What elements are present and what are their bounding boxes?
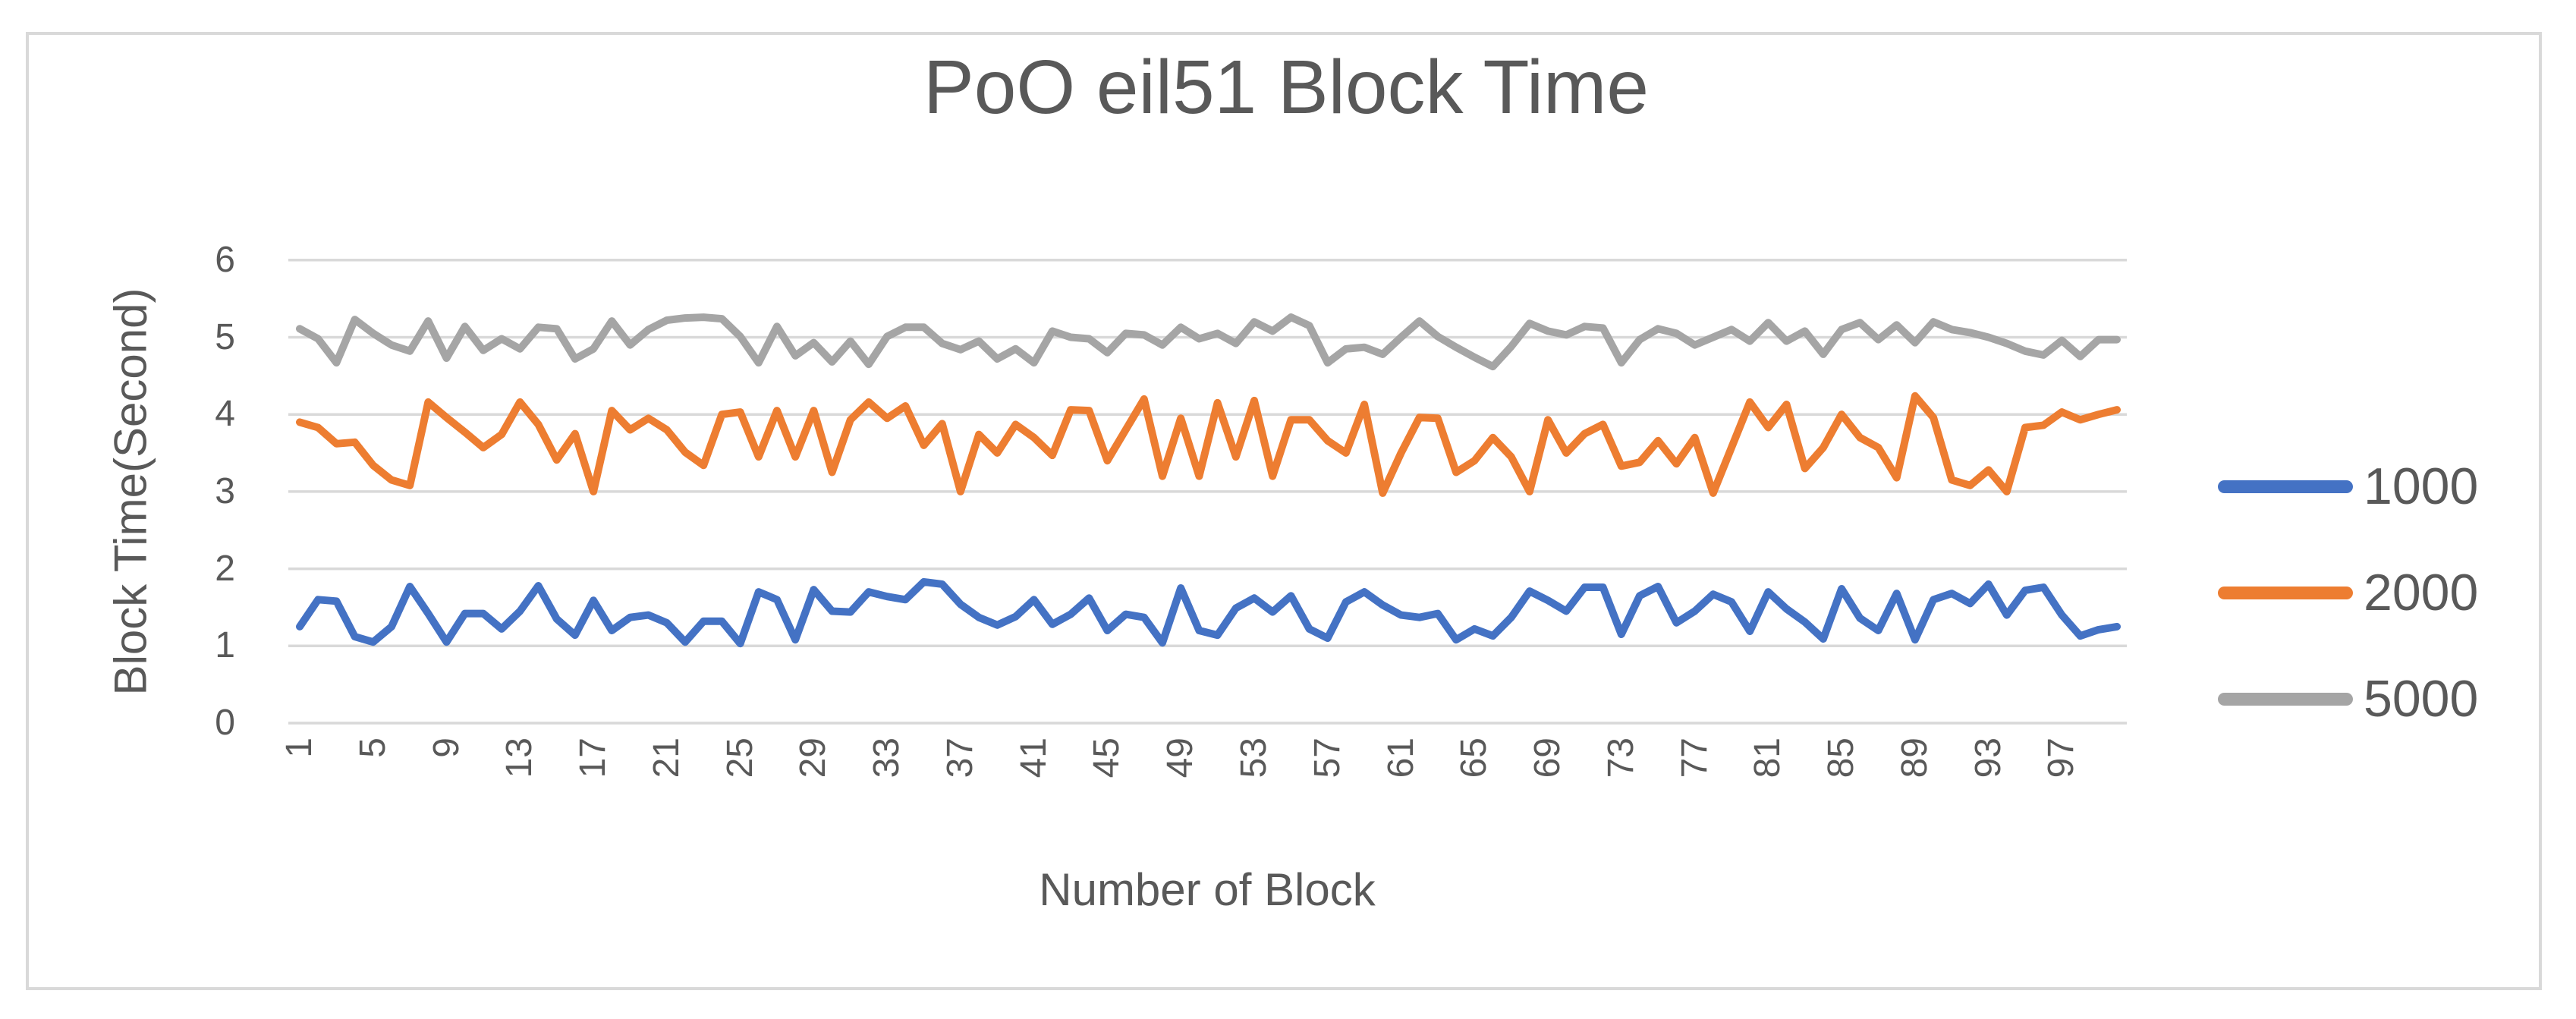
x-tick-label-41: 41 (1013, 738, 1054, 778)
x-axis-title: Number of Block (1039, 864, 1376, 915)
y-tick-label-3: 3 (215, 470, 235, 511)
x-tick-label-89: 89 (1894, 738, 1935, 778)
x-tick-label-9: 9 (426, 738, 467, 758)
x-tick-label-13: 13 (499, 738, 540, 778)
series-line-2000 (296, 392, 2121, 497)
x-tick-label-97: 97 (2041, 738, 2082, 778)
legend-line-swatch-5000 (2218, 692, 2353, 706)
x-tick-label-81: 81 (1747, 738, 1788, 778)
x-tick-label-5: 5 (352, 738, 393, 758)
legend-label-2000: 2000 (2364, 564, 2479, 621)
legend-label-5000: 5000 (2364, 670, 2479, 728)
y-tick-label-4: 4 (215, 394, 235, 435)
legend-label-1000: 1000 (2364, 458, 2479, 515)
x-tick-label-57: 57 (1307, 738, 1348, 778)
x-tick-label-65: 65 (1454, 738, 1495, 778)
y-tick-label-6: 6 (215, 239, 235, 280)
x-tick-label-53: 53 (1234, 738, 1274, 778)
x-tick-label-17: 17 (573, 738, 614, 778)
y-tick-label-0: 0 (215, 703, 235, 743)
x-tick-label-61: 61 (1380, 738, 1421, 778)
legend-item-2000: 2000 (2218, 562, 2478, 623)
x-tick-label-33: 33 (867, 738, 907, 778)
x-tick-label-85: 85 (1821, 738, 1862, 778)
x-tick-label-45: 45 (1087, 738, 1128, 778)
legend-item-1000: 1000 (2218, 456, 2478, 517)
y-tick-label-5: 5 (215, 316, 235, 357)
chart-border-frame (26, 32, 2542, 990)
y-tick-label-2: 2 (215, 548, 235, 589)
x-tick-label-69: 69 (1527, 738, 1568, 778)
x-tick-label-29: 29 (793, 738, 834, 778)
series-line-1000 (296, 577, 2121, 648)
y-tick-label-1: 1 (215, 625, 235, 666)
legend-item-5000: 5000 (2218, 668, 2478, 729)
legend-line-swatch-1000 (2218, 480, 2353, 493)
x-tick-label-73: 73 (1600, 738, 1641, 778)
x-tick-label-77: 77 (1674, 738, 1715, 778)
chart-title: PoO eil51 Block Time (923, 45, 1649, 130)
x-tick-label-25: 25 (719, 738, 760, 778)
series-line-5000 (296, 313, 2121, 371)
x-tick-label-1: 1 (279, 738, 319, 758)
x-tick-label-37: 37 (939, 738, 980, 778)
x-tick-label-93: 93 (1967, 738, 2008, 778)
x-tick-label-21: 21 (646, 738, 687, 778)
legend-line-swatch-2000 (2218, 586, 2353, 599)
x-tick-label-49: 49 (1160, 738, 1201, 778)
